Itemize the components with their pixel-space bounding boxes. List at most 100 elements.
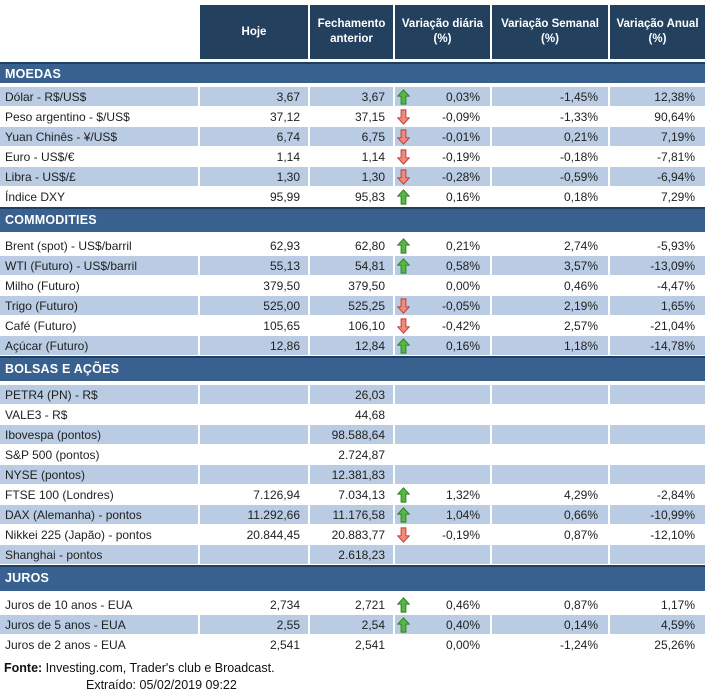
variacao-diaria-cell: 1,32% bbox=[395, 485, 490, 504]
variacao-anual-cell: -4,47% bbox=[610, 276, 705, 295]
col-header-variacao-anual: Variação Anual (%) bbox=[610, 5, 705, 59]
row-label-cell: Peso argentino - $/US$ bbox=[0, 107, 198, 126]
up-arrow-icon bbox=[397, 337, 410, 354]
variacao-anual-cell: -13,09% bbox=[610, 256, 705, 275]
table-section: COMMODITIES Brent (spot) - US$/barril 62… bbox=[0, 207, 705, 355]
hoje-cell: 55,13 bbox=[200, 256, 308, 275]
variacao-diaria-value: 1,04% bbox=[445, 507, 480, 522]
variacao-semanal-cell: 0,14% bbox=[492, 615, 608, 634]
variacao-semanal-cell: 0,66% bbox=[492, 505, 608, 524]
up-arrow-icon bbox=[397, 257, 410, 274]
down-arrow-icon bbox=[397, 128, 410, 145]
table-row: FTSE 100 (Londres) 7.126,94 7.034,13 1,3… bbox=[0, 485, 705, 504]
variacao-diaria-cell: 0,21% bbox=[395, 236, 490, 255]
hoje-cell bbox=[200, 385, 308, 404]
down-arrow-icon bbox=[397, 526, 410, 543]
variacao-anual-cell: 4,59% bbox=[610, 615, 705, 634]
up-arrow-icon bbox=[397, 596, 410, 613]
section-title: MOEDAS bbox=[5, 66, 62, 81]
variacao-semanal-cell bbox=[492, 425, 608, 444]
variacao-semanal-cell: -1,33% bbox=[492, 107, 608, 126]
variacao-diaria-cell: 0,00% bbox=[395, 635, 490, 654]
row-label-cell: Euro - US$/€ bbox=[0, 147, 198, 166]
variacao-anual-cell bbox=[610, 545, 705, 564]
variacao-semanal-cell: 0,87% bbox=[492, 525, 608, 544]
row-label-cell: FTSE 100 (Londres) bbox=[0, 485, 198, 504]
variacao-semanal-cell: -1,45% bbox=[492, 87, 608, 106]
row-label-cell: DAX (Alemanha) - pontos bbox=[0, 505, 198, 524]
table-row: Ibovespa (pontos) 98.588,64 bbox=[0, 425, 705, 444]
row-label-cell: Brent (spot) - US$/barril bbox=[0, 236, 198, 255]
variacao-diaria-cell bbox=[395, 385, 490, 404]
hoje-cell bbox=[200, 425, 308, 444]
fechamento-cell: 6,75 bbox=[310, 127, 393, 146]
variacao-diaria-value: 0,58% bbox=[445, 258, 480, 273]
variacao-diaria-cell bbox=[395, 465, 490, 484]
table-row: VALE3 - R$ 44,68 bbox=[0, 405, 705, 424]
variacao-diaria-cell: -0,05% bbox=[395, 296, 490, 315]
hoje-cell: 37,12 bbox=[200, 107, 308, 126]
hoje-cell: 2,541 bbox=[200, 635, 308, 654]
row-label-cell: Trigo (Futuro) bbox=[0, 296, 198, 315]
variacao-diaria-value: -0,19% bbox=[441, 149, 480, 164]
variacao-anual-cell: 7,19% bbox=[610, 127, 705, 146]
row-label-cell: NYSE (pontos) bbox=[0, 465, 198, 484]
fechamento-cell: 2,54 bbox=[310, 615, 393, 634]
down-arrow-icon bbox=[397, 168, 410, 185]
fechamento-cell: 2.618,23 bbox=[310, 545, 393, 564]
variacao-anual-cell: 90,64% bbox=[610, 107, 705, 126]
section-rows: Brent (spot) - US$/barril 62,93 62,80 0,… bbox=[0, 236, 705, 355]
section-header-bar: MOEDAS bbox=[0, 62, 705, 83]
up-arrow-icon bbox=[397, 188, 410, 205]
table-row: Café (Futuro) 105,65 106,10 -0,42% 2,57%… bbox=[0, 316, 705, 335]
hoje-cell: 105,65 bbox=[200, 316, 308, 335]
fechamento-cell: 54,81 bbox=[310, 256, 393, 275]
fechamento-cell: 2,541 bbox=[310, 635, 393, 654]
down-arrow-icon bbox=[397, 317, 410, 334]
row-label-cell: Nikkei 225 (Japão) - pontos bbox=[0, 525, 198, 544]
variacao-semanal-cell bbox=[492, 405, 608, 424]
table-section: MOEDAS Dólar - R$/US$ 3,67 3,67 0,03% -1… bbox=[0, 62, 705, 206]
variacao-semanal-cell: 3,57% bbox=[492, 256, 608, 275]
variacao-diaria-cell bbox=[395, 405, 490, 424]
hoje-cell: 525,00 bbox=[200, 296, 308, 315]
table-row: Euro - US$/€ 1,14 1,14 -0,19% -0,18% -7,… bbox=[0, 147, 705, 166]
row-label-cell: Libra - US$/£ bbox=[0, 167, 198, 186]
table-row: Índice DXY 95,99 95,83 0,16% 0,18% 7,29% bbox=[0, 187, 705, 206]
up-arrow-icon bbox=[397, 486, 410, 503]
hoje-cell: 1,30 bbox=[200, 167, 308, 186]
variacao-semanal-cell: 2,57% bbox=[492, 316, 608, 335]
variacao-diaria-value: -0,28% bbox=[441, 169, 480, 184]
table-row: Trigo (Futuro) 525,00 525,25 -0,05% 2,19… bbox=[0, 296, 705, 315]
fechamento-cell: 11.176,58 bbox=[310, 505, 393, 524]
extracted-line: Extraído: 05/02/2019 09:22 bbox=[4, 678, 705, 692]
section-header-bar: BOLSAS E AÇÕES bbox=[0, 356, 705, 381]
col-header-variacao-diaria: Variação diária (%) bbox=[395, 5, 490, 59]
variacao-diaria-cell: 0,58% bbox=[395, 256, 490, 275]
variacao-semanal-cell: 0,87% bbox=[492, 595, 608, 614]
variacao-diaria-value: 0,00% bbox=[445, 278, 480, 293]
table-row: Libra - US$/£ 1,30 1,30 -0,28% -0,59% -6… bbox=[0, 167, 705, 186]
table-row: S&P 500 (pontos) 2.724,87 bbox=[0, 445, 705, 464]
fechamento-cell: 525,25 bbox=[310, 296, 393, 315]
section-rows: PETR4 (PN) - R$ 26,03 VALE3 - R$ 44,68 I… bbox=[0, 385, 705, 564]
variacao-diaria-cell bbox=[395, 445, 490, 464]
variacao-anual-cell bbox=[610, 445, 705, 464]
fechamento-cell: 62,80 bbox=[310, 236, 393, 255]
row-label-cell: Dólar - R$/US$ bbox=[0, 87, 198, 106]
variacao-diaria-cell: 0,40% bbox=[395, 615, 490, 634]
variacao-semanal-cell bbox=[492, 465, 608, 484]
up-arrow-icon bbox=[397, 237, 410, 254]
variacao-diaria-value: 0,00% bbox=[445, 637, 480, 652]
variacao-diaria-cell: 0,16% bbox=[395, 187, 490, 206]
hoje-cell bbox=[200, 465, 308, 484]
variacao-diaria-cell: -0,19% bbox=[395, 147, 490, 166]
fechamento-cell: 1,30 bbox=[310, 167, 393, 186]
fechamento-cell: 98.588,64 bbox=[310, 425, 393, 444]
variacao-semanal-cell: -0,18% bbox=[492, 147, 608, 166]
source-text: Investing.com, Trader's club e Broadcast… bbox=[45, 661, 275, 675]
variacao-anual-cell bbox=[610, 385, 705, 404]
variacao-semanal-cell: 4,29% bbox=[492, 485, 608, 504]
row-label-cell: Juros de 5 anos - EUA bbox=[0, 615, 198, 634]
